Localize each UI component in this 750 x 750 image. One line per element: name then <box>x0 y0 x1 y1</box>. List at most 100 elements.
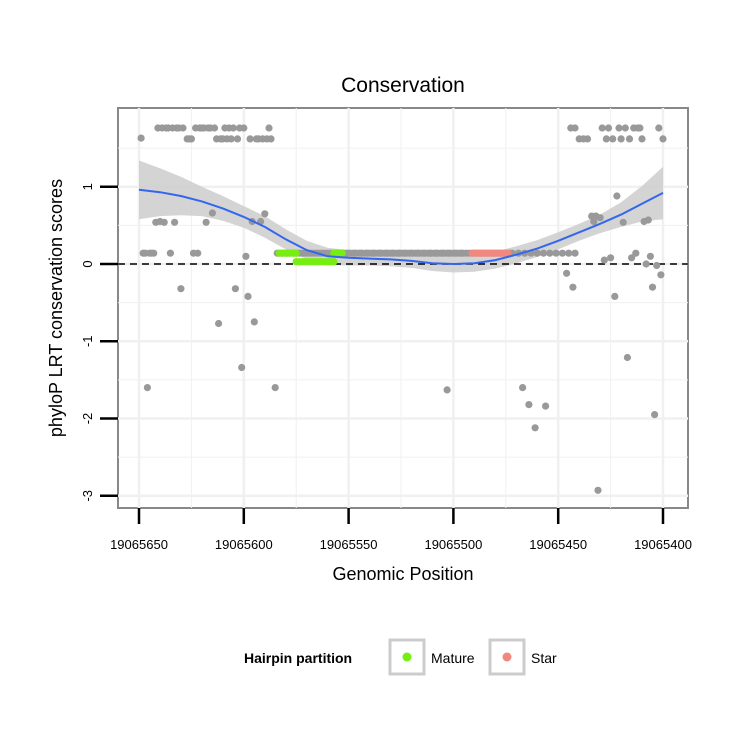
y-tick-label: -3 <box>80 490 95 502</box>
data-point-other <box>215 319 223 328</box>
x-tick-label: 19065500 <box>424 537 482 552</box>
data-point-other <box>231 285 239 293</box>
data-point-other <box>238 363 246 372</box>
data-point-other <box>166 249 174 257</box>
data-point-other <box>596 214 604 222</box>
data-point-other <box>357 249 365 257</box>
confidence-band-area <box>139 160 663 273</box>
data-point-other <box>648 283 657 291</box>
data-point-other <box>525 401 533 409</box>
data-point-other <box>194 249 202 257</box>
data-point-other <box>187 135 195 143</box>
data-point-other <box>621 124 629 132</box>
chart-title: Conservation <box>341 74 465 97</box>
data-point-other <box>250 318 258 326</box>
data-point-other <box>638 135 646 143</box>
smooth-line <box>138 188 664 266</box>
data-point-other <box>443 386 451 394</box>
legend-dot-mature <box>402 652 412 662</box>
data-point-other <box>613 192 621 200</box>
legend-dot-star <box>502 652 512 662</box>
x-tick-label: 19065650 <box>110 537 168 552</box>
data-point-other <box>542 402 550 410</box>
data-point-other <box>594 486 602 494</box>
data-point-other <box>414 249 422 257</box>
data-point-other <box>604 124 613 132</box>
data-point-other <box>242 252 250 260</box>
plot-panel <box>117 107 689 509</box>
data-point-other <box>208 209 216 217</box>
data-point-other <box>265 124 273 132</box>
data-point-other <box>345 249 353 257</box>
data-point-other <box>210 124 219 132</box>
data-point-other <box>617 135 625 143</box>
data-point-other <box>659 135 667 143</box>
data-point-other <box>177 285 185 293</box>
data-point-other <box>571 249 579 257</box>
data-point-other <box>363 249 372 257</box>
data-point-other <box>229 124 237 132</box>
data-point-other <box>598 124 606 132</box>
data-point-other <box>539 249 548 257</box>
y-tick-label: 0 <box>80 260 95 267</box>
data-point-other <box>651 411 659 419</box>
data-point-other <box>376 249 384 257</box>
x-tick-label: 19065550 <box>320 537 378 552</box>
data-point-other <box>609 135 617 143</box>
data-point-other <box>546 249 554 257</box>
data-point-other <box>531 424 539 432</box>
data-point-other <box>625 135 634 143</box>
data-point-other <box>590 217 598 226</box>
data-point-other <box>533 249 541 257</box>
data-point-other <box>519 384 527 392</box>
data-point-other <box>439 249 447 257</box>
data-point-other <box>246 135 254 143</box>
data-point-other <box>646 252 655 260</box>
y-axis-title: phyloP LRT conservation scores <box>46 179 66 437</box>
data-point-other <box>565 249 573 257</box>
y-tick-label: -2 <box>80 413 95 425</box>
data-point-other <box>401 249 409 257</box>
data-point-other <box>179 124 187 132</box>
y-tick-label: 1 <box>80 183 95 190</box>
confidence-band <box>139 160 663 273</box>
data-point-other <box>271 384 279 392</box>
data-point-other <box>445 249 453 257</box>
x-tick-label: 19065600 <box>215 537 273 552</box>
data-point-other <box>426 249 434 257</box>
data-point-other <box>607 254 615 262</box>
data-point-other <box>655 124 663 132</box>
points <box>137 124 667 494</box>
axes: 19065650 19065600 19065550 19065500 19065450… <box>80 183 692 552</box>
data-point-other <box>420 249 428 257</box>
data-point-other <box>143 384 151 392</box>
legend-label-star: Star <box>531 650 557 666</box>
data-point-other <box>160 218 168 226</box>
data-point-other <box>644 216 652 224</box>
data-point-other <box>642 260 650 268</box>
data-point-other <box>623 353 632 362</box>
data-point-other <box>552 249 560 257</box>
data-point-other <box>240 124 248 132</box>
data-point-other <box>137 134 145 142</box>
data-point-other <box>202 218 210 226</box>
data-point-other <box>150 249 158 257</box>
data-point-other <box>619 218 627 226</box>
data-point-other <box>628 254 636 262</box>
data-point-other <box>615 124 623 132</box>
data-point-mature <box>292 249 300 257</box>
data-point-other <box>558 249 567 257</box>
data-point-other <box>611 292 619 300</box>
data-point-other <box>602 135 611 143</box>
data-point-star <box>504 249 512 257</box>
data-point-other <box>407 249 416 257</box>
legend-label-mature: Mature <box>431 650 475 666</box>
data-point-other <box>569 283 577 291</box>
data-point-other <box>632 249 640 257</box>
data-point-other <box>267 135 275 143</box>
x-tick-label: 19065450 <box>529 537 587 552</box>
data-point-mature <box>330 258 338 266</box>
data-point-other <box>458 249 466 257</box>
data-point-other <box>389 249 397 257</box>
